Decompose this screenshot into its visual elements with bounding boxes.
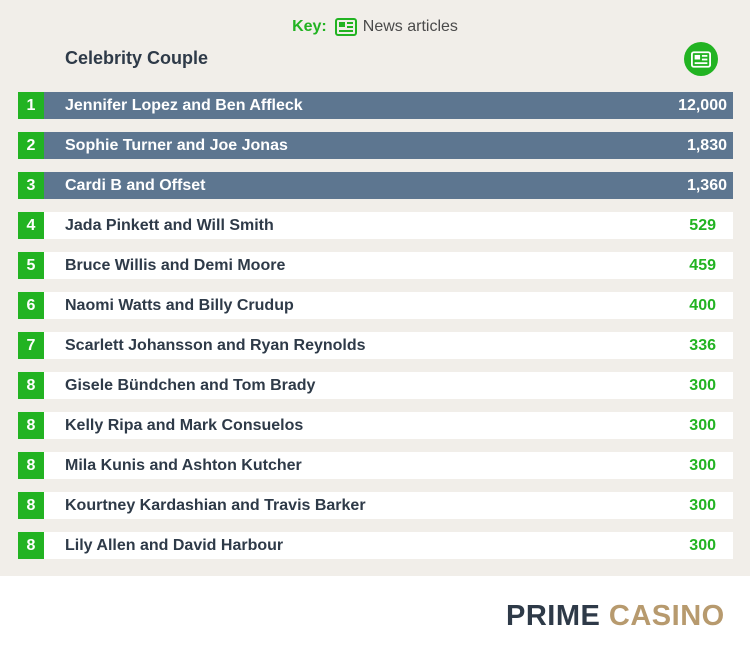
article-count: 400 bbox=[689, 297, 716, 314]
row-bar bbox=[44, 452, 733, 479]
rank-badge: 5 bbox=[18, 252, 44, 279]
legend-text: News articles bbox=[362, 18, 458, 35]
row-bar bbox=[44, 92, 733, 119]
article-count: 300 bbox=[689, 497, 716, 514]
table-row: 4 Jada Pinkett and Will Smith 529 bbox=[0, 212, 733, 239]
legend: Key: News articles bbox=[0, 18, 750, 36]
column-header: Celebrity Couple bbox=[65, 48, 209, 68]
row-bar bbox=[44, 332, 733, 359]
table-row: 8 Mila Kunis and Ashton Kutcher 300 bbox=[0, 452, 733, 479]
rank-badge: 8 bbox=[18, 492, 44, 519]
table-row: 8 Kelly Ripa and Mark Consuelos 300 bbox=[0, 412, 733, 439]
rank-badge: 3 bbox=[18, 172, 44, 199]
table-row: 5 Bruce Willis and Demi Moore 459 bbox=[0, 252, 733, 279]
row-bar bbox=[44, 132, 733, 159]
couple-name: Jennifer Lopez and Ben Affleck bbox=[65, 97, 303, 114]
chart-panel: Key: News articles Celebrity Couple 1 Jen… bbox=[0, 0, 750, 576]
newspaper-icon bbox=[691, 50, 711, 68]
table-row: 8 Kourtney Kardashian and Travis Barker 30… bbox=[0, 492, 733, 519]
newspaper-icon bbox=[334, 18, 357, 36]
row-bar bbox=[44, 532, 733, 559]
table-row: 1 Jennifer Lopez and Ben Affleck 12,000 bbox=[0, 92, 733, 119]
rank-badge: 4 bbox=[18, 212, 44, 239]
rank-badge: 1 bbox=[18, 92, 44, 119]
article-count: 300 bbox=[689, 377, 716, 394]
brand-logo: PRIME CASINO bbox=[506, 600, 725, 633]
table-row: 3 Cardi B and Offset 1,360 bbox=[0, 172, 733, 199]
rank-badge: 6 bbox=[18, 292, 44, 319]
couple-name: Lily Allen and David Harbour bbox=[65, 537, 284, 554]
couple-name: Gisele Bündchen and Tom Brady bbox=[65, 377, 316, 394]
row-bar bbox=[44, 172, 733, 199]
rank-badge: 8 bbox=[18, 452, 44, 479]
article-count: 300 bbox=[689, 457, 716, 474]
row-bar bbox=[44, 412, 733, 439]
table-row: 7 Scarlett Johansson and Ryan Reynolds 336 bbox=[0, 332, 733, 359]
row-bar bbox=[44, 292, 733, 319]
couple-name: Kelly Ripa and Mark Consuelos bbox=[65, 417, 304, 434]
table-row: 8 Gisele Bündchen and Tom Brady 300 bbox=[0, 372, 733, 399]
article-count: 300 bbox=[689, 417, 716, 434]
rank-badge: 7 bbox=[18, 332, 44, 359]
article-count: 300 bbox=[689, 537, 716, 554]
table-row: 8 Lily Allen and David Harbour 300 bbox=[0, 532, 733, 559]
value-column-badge bbox=[684, 42, 718, 76]
row-bar bbox=[44, 252, 733, 279]
article-count: 529 bbox=[689, 217, 716, 234]
table-row: 2 Sophie Turner and Joe Jonas 1,830 bbox=[0, 132, 733, 159]
couple-name: Cardi B and Offset bbox=[65, 177, 206, 194]
brand-logo-part1: PRIME bbox=[506, 600, 601, 632]
brand-logo-part2: CASINO bbox=[608, 600, 725, 632]
rank-badge: 8 bbox=[18, 532, 44, 559]
row-bar bbox=[44, 372, 733, 399]
couple-name: Jada Pinkett and Will Smith bbox=[65, 217, 274, 234]
couple-name: Sophie Turner and Joe Jonas bbox=[65, 137, 288, 154]
legend-key-label: Key: bbox=[292, 18, 327, 35]
article-count: 1,830 bbox=[686, 137, 727, 154]
couple-name: Bruce Willis and Demi Moore bbox=[65, 257, 286, 274]
row-bar bbox=[44, 212, 733, 239]
article-count: 12,000 bbox=[678, 97, 727, 114]
article-count: 459 bbox=[689, 257, 716, 274]
couple-name: Scarlett Johansson and Ryan Reynolds bbox=[65, 337, 366, 354]
article-count: 336 bbox=[689, 337, 716, 354]
table-row: 6 Naomi Watts and Billy Crudup 400 bbox=[0, 292, 733, 319]
couple-name: Kourtney Kardashian and Travis Barker bbox=[65, 497, 366, 514]
rank-badge: 8 bbox=[18, 372, 44, 399]
rank-badge: 8 bbox=[18, 412, 44, 439]
couple-name: Mila Kunis and Ashton Kutcher bbox=[65, 457, 302, 474]
rank-badge: 2 bbox=[18, 132, 44, 159]
couple-name: Naomi Watts and Billy Crudup bbox=[65, 297, 294, 314]
article-count: 1,360 bbox=[686, 177, 727, 194]
row-bar bbox=[44, 492, 733, 519]
